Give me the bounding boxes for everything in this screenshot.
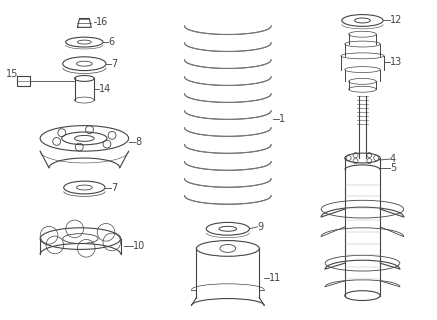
Text: 16: 16 xyxy=(96,17,108,28)
Text: 13: 13 xyxy=(390,57,402,67)
Text: 4: 4 xyxy=(390,154,396,164)
Text: 1: 1 xyxy=(279,114,285,124)
Text: 9: 9 xyxy=(257,222,264,232)
Text: 5: 5 xyxy=(390,163,396,173)
Text: 8: 8 xyxy=(135,137,142,147)
Text: 15: 15 xyxy=(6,68,18,78)
Text: 14: 14 xyxy=(99,84,111,94)
Text: 11: 11 xyxy=(269,273,281,283)
Text: 7: 7 xyxy=(111,182,117,193)
Text: 10: 10 xyxy=(132,242,145,252)
Text: 7: 7 xyxy=(111,59,117,69)
Text: 12: 12 xyxy=(390,15,402,26)
Text: 6: 6 xyxy=(108,37,114,47)
